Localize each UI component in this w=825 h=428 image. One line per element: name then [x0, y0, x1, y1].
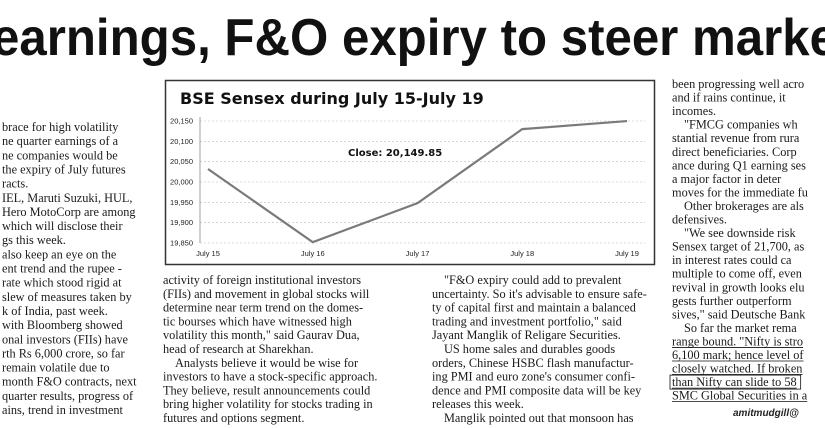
column-line: moves for the immediate fu — [672, 185, 808, 199]
column-line: multiple to come off, even — [672, 267, 802, 281]
column-line: 6,100 mark; hence level of — [672, 348, 804, 362]
column-line: trading and investment portfolio," said — [432, 314, 622, 328]
column-line: ne companies would be — [2, 148, 118, 162]
column-line: the expiry of July futures — [2, 162, 126, 176]
y-tick-label: 19,900 — [170, 218, 193, 227]
column-line: remain volatile due to — [2, 361, 110, 375]
column-line: Other brokerages are als — [684, 199, 804, 213]
column-line: activity of foreign institutional invest… — [163, 273, 361, 287]
column-line: head of research at Sharekhan. — [163, 342, 314, 356]
x-tick-label: July 16 — [301, 249, 325, 258]
column-line: (FIIs) and movement in global stocks wil… — [163, 287, 370, 301]
column-line: racts. — [2, 177, 28, 191]
column-line: brace for high volatility — [2, 120, 119, 134]
column-line: in interest rates could ca — [672, 253, 792, 267]
column-line: They believe, result announcements could — [163, 383, 370, 397]
x-tick-label: July 17 — [406, 249, 430, 258]
x-tick-label: July 19 — [615, 249, 639, 258]
y-tick-label: 20,100 — [170, 137, 193, 146]
column-line: "FMCG companies wh — [684, 118, 798, 132]
column-line: ing PMI and euro zone's consumer confi- — [432, 370, 635, 384]
column-line: rth Rs 6,000 crore, so far — [2, 346, 125, 360]
column-line: sives," said Deutsche Bank — [672, 307, 806, 321]
highlight-box — [669, 374, 802, 390]
column-line: incomes. — [672, 104, 716, 118]
y-tick-label: 20,000 — [170, 178, 193, 187]
y-tick-label: 20,150 — [170, 117, 193, 126]
column-line: month F&O contracts, next — [2, 375, 137, 389]
column-line: with Bloomberg showed — [2, 318, 123, 332]
column-line: closely watched. If broken — [672, 362, 802, 376]
column-line: Sensex target of 21,700, as — [672, 240, 804, 254]
column-line: ent trend and the rupee - — [2, 262, 122, 276]
column-line: ains, trend in investment — [2, 403, 123, 417]
column-line: releases this week. — [432, 397, 524, 411]
column-line: defensives. — [672, 213, 727, 227]
column-line: Manglik pointed out that monsoon has — [444, 411, 634, 425]
y-tick-label: 20,050 — [170, 157, 193, 166]
column-line: a major factor in deter — [672, 172, 781, 186]
column-line: slew of measures taken by — [2, 290, 133, 304]
column-line: which will disclose their — [2, 219, 123, 233]
column-line: gs this week. — [2, 233, 66, 247]
column-line: ty of capital first and maintain a balan… — [432, 301, 636, 315]
x-tick-label: July 18 — [510, 249, 534, 258]
column-line: gests further outperform — [672, 294, 792, 308]
column-line: "F&O expiry could add to prevalent — [444, 273, 622, 287]
column-line: rate which stood rigid at — [2, 276, 122, 290]
series-line — [207, 119, 628, 244]
column-line: determine near term trend on the domes- — [163, 301, 363, 315]
column-line: onal investors (FIIs) have — [2, 332, 129, 346]
column-line: Jayant Manglik of Religare Securities. — [432, 328, 621, 342]
column-line: ne quarter earnings of a — [2, 134, 119, 148]
column-line: direct beneficiaries. Corp — [672, 145, 797, 159]
column-line: investors to have a stock-specific appro… — [163, 370, 377, 384]
column-line: and if rains continue, it — [672, 91, 786, 105]
column-line: So far the market rema — [684, 321, 797, 335]
y-tick-label: 19,950 — [170, 198, 193, 207]
column-line: US home sales and durables goods — [444, 342, 615, 356]
column-line: Hero MotoCorp are among — [2, 205, 136, 219]
column-line: revival in growth looks elu — [672, 280, 805, 294]
chart-frame — [164, 79, 656, 266]
column-line: dence and PMI composite data will be key — [432, 383, 642, 397]
y-tick-label: 19,850 — [170, 239, 193, 248]
column-line: "We see downside risk — [684, 226, 796, 240]
column-line: been progressing well acro — [672, 77, 804, 91]
column-line: SMC Global Securities in a — [672, 389, 808, 403]
chart-title: BSE Sensex during July 15-July 19 — [180, 89, 484, 108]
column-line: also keep an eye on the — [2, 247, 117, 261]
column-line: quarter results, progress of — [2, 389, 134, 403]
column-line: IEL, Maruti Suzuki, HUL, — [2, 191, 132, 205]
column-line: stantial revenue from rura — [672, 131, 800, 145]
byline: amitmudgill@ — [733, 408, 799, 419]
column-line: tic bourses which have witnessed high — [163, 314, 352, 328]
column-line: orders, Chinese HSBC flash manufactur- — [432, 356, 634, 370]
column-line: bring higher volatility for stocks tradi… — [163, 397, 373, 411]
column-line: than Nifty can slide to 58 — [672, 375, 797, 389]
headline: earnings, F&O expiry to steer marke — [0, 9, 825, 67]
column-line: volatility this month," said Gaurav Dua, — [163, 328, 360, 342]
chart-annotation: Close: 20,149.85 — [348, 148, 442, 159]
column-line: Analysts believe it would be wise for — [175, 356, 358, 370]
column-line: uncertainty. So it's advisable to ensure… — [432, 287, 647, 301]
column-line: ance during Q1 earning ses — [672, 158, 806, 172]
column-line: k of India, past week. — [2, 304, 108, 318]
column-line: range bound. "Nifty is stro — [672, 334, 803, 348]
column-line: futures and options segment. — [163, 411, 304, 425]
x-tick-label: July 15 — [196, 249, 220, 258]
